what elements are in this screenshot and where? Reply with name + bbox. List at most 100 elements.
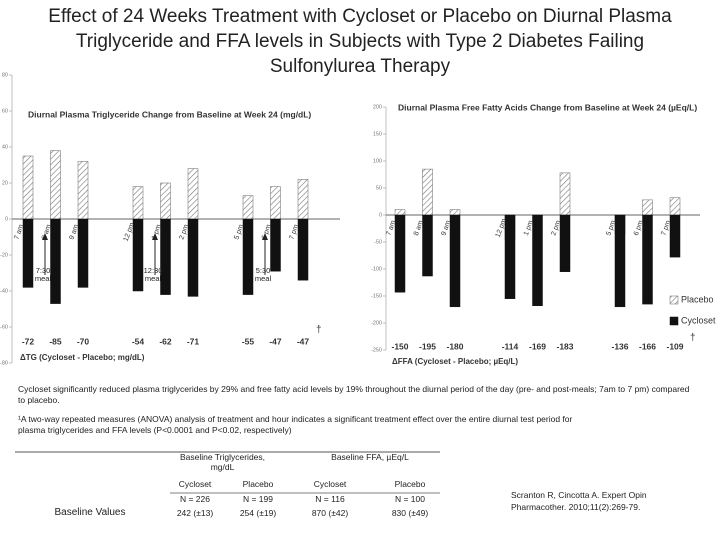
x-tick-label: 9 am (440, 219, 452, 236)
y-tick-label: 80 (2, 72, 8, 78)
meal-annotation: meal (255, 274, 272, 283)
meal-arrowhead (262, 233, 268, 240)
slide-title: Effect of 24 Weeks Treatment with Cyclos… (48, 6, 672, 27)
bar (532, 214, 543, 306)
bar (559, 172, 571, 216)
y-tick-label: 100 (373, 158, 382, 164)
x-tick-label: 7 pm (660, 219, 672, 236)
bar (422, 214, 433, 277)
difference-label: -109 (666, 341, 683, 351)
difference-label: -114 (502, 341, 519, 351)
bar (422, 168, 433, 216)
meal-annotation: meal (145, 274, 162, 283)
bar (160, 218, 171, 295)
bar (449, 214, 461, 308)
y-tick-label: -40 (0, 288, 8, 294)
difference-axis-label: ΔTG (Cycloset - Placebo; mg/dL) (20, 353, 145, 362)
bar (669, 197, 681, 216)
meal-annotation: meal (35, 274, 52, 283)
x-tick-label: 6 pm (633, 219, 645, 236)
table-column-header: Placebo (242, 479, 274, 489)
difference-label: -55 (242, 336, 255, 346)
legend-swatch (669, 295, 679, 305)
x-tick-label: 5 pm (605, 219, 617, 236)
table-group-header: Baseline Triglycerides, mg/dL (179, 452, 266, 472)
table-cell: 254 (±19) (239, 508, 277, 518)
bar (132, 218, 144, 292)
bar (187, 168, 199, 220)
y-tick-label: 50 (376, 185, 382, 191)
table-cell: 830 (±49) (391, 508, 429, 518)
bar (50, 218, 61, 304)
bar (559, 214, 571, 272)
difference-label: -70 (77, 336, 90, 346)
dagger: † (690, 333, 696, 344)
bar (297, 179, 309, 220)
bar (394, 214, 406, 293)
slide-title: Sulfonylurea Therapy (270, 56, 451, 77)
bar (242, 218, 254, 295)
y-tick-label: -150 (371, 293, 382, 299)
y-tick-label: -80 (0, 360, 8, 366)
meal-arrowhead (42, 233, 48, 240)
table-cell: N = 100 (394, 494, 425, 504)
difference-label: -47 (297, 336, 310, 346)
bar (614, 214, 626, 308)
meal-annotation: 12:30 (144, 266, 163, 275)
difference-label: -47 (269, 336, 282, 346)
meal-arrowhead (152, 233, 158, 240)
chart-title: Diurnal Plasma Triglyceride Change from … (28, 109, 311, 119)
slide-title: Triglyceride and FFA levels in Subjects … (76, 31, 644, 52)
x-tick-label: 7 am (13, 223, 25, 240)
bar (449, 209, 461, 216)
meal-annotation: 5:30 (256, 266, 271, 275)
bar (187, 218, 199, 297)
difference-label: -54 (132, 336, 145, 346)
bar (270, 218, 281, 272)
difference-label: -71 (187, 336, 200, 346)
bar (297, 218, 309, 281)
x-tick-label: 5 pm (233, 223, 245, 240)
difference-label: -169 (529, 341, 546, 351)
y-tick-label: 20 (2, 180, 8, 186)
table-cell: N = 199 (242, 494, 273, 504)
note: ¹A two-way repeated measures (ANOVA) ana… (18, 414, 573, 435)
legend-label: Placebo (681, 294, 714, 304)
bar (394, 209, 406, 216)
difference-label: -183 (556, 341, 573, 351)
x-tick-label: 6 pm (261, 223, 273, 240)
bar (22, 218, 34, 288)
bar (242, 195, 254, 220)
x-tick-label: 7 am (385, 219, 397, 236)
difference-axis-label: ΔFFA (Cycloset - Placebo; µEq/L) (392, 357, 518, 366)
difference-label: -180 (446, 341, 463, 351)
table-cell: N = 116 (315, 494, 345, 504)
difference-label: -166 (639, 341, 656, 351)
bar (77, 161, 89, 220)
x-tick-label: 9 am (68, 223, 80, 240)
note: Cycloset significantly reduced plasma tr… (18, 384, 690, 405)
y-tick-label: -50 (374, 239, 382, 245)
bar (504, 214, 516, 299)
y-tick-label: 0 (379, 212, 382, 218)
x-tick-label: 8 am (413, 219, 425, 236)
y-tick-label: 40 (2, 144, 8, 150)
y-tick-label: -200 (371, 320, 382, 326)
y-tick-label: 60 (2, 108, 8, 114)
difference-label: -136 (611, 341, 628, 351)
x-tick-label: 8 am (41, 223, 53, 240)
y-tick-label: 150 (373, 131, 382, 137)
bar (669, 214, 681, 258)
legend-swatch (669, 316, 679, 326)
x-tick-label: 7 pm (288, 223, 300, 240)
legend-label: Cycloset (681, 315, 716, 325)
x-tick-label: 1 pm (151, 223, 163, 240)
bar (642, 214, 653, 305)
table-column-header: Cycloset (313, 479, 347, 489)
difference-label: -72 (22, 336, 35, 346)
bar (22, 155, 34, 220)
bar (77, 218, 89, 288)
difference-label: -150 (391, 341, 408, 351)
